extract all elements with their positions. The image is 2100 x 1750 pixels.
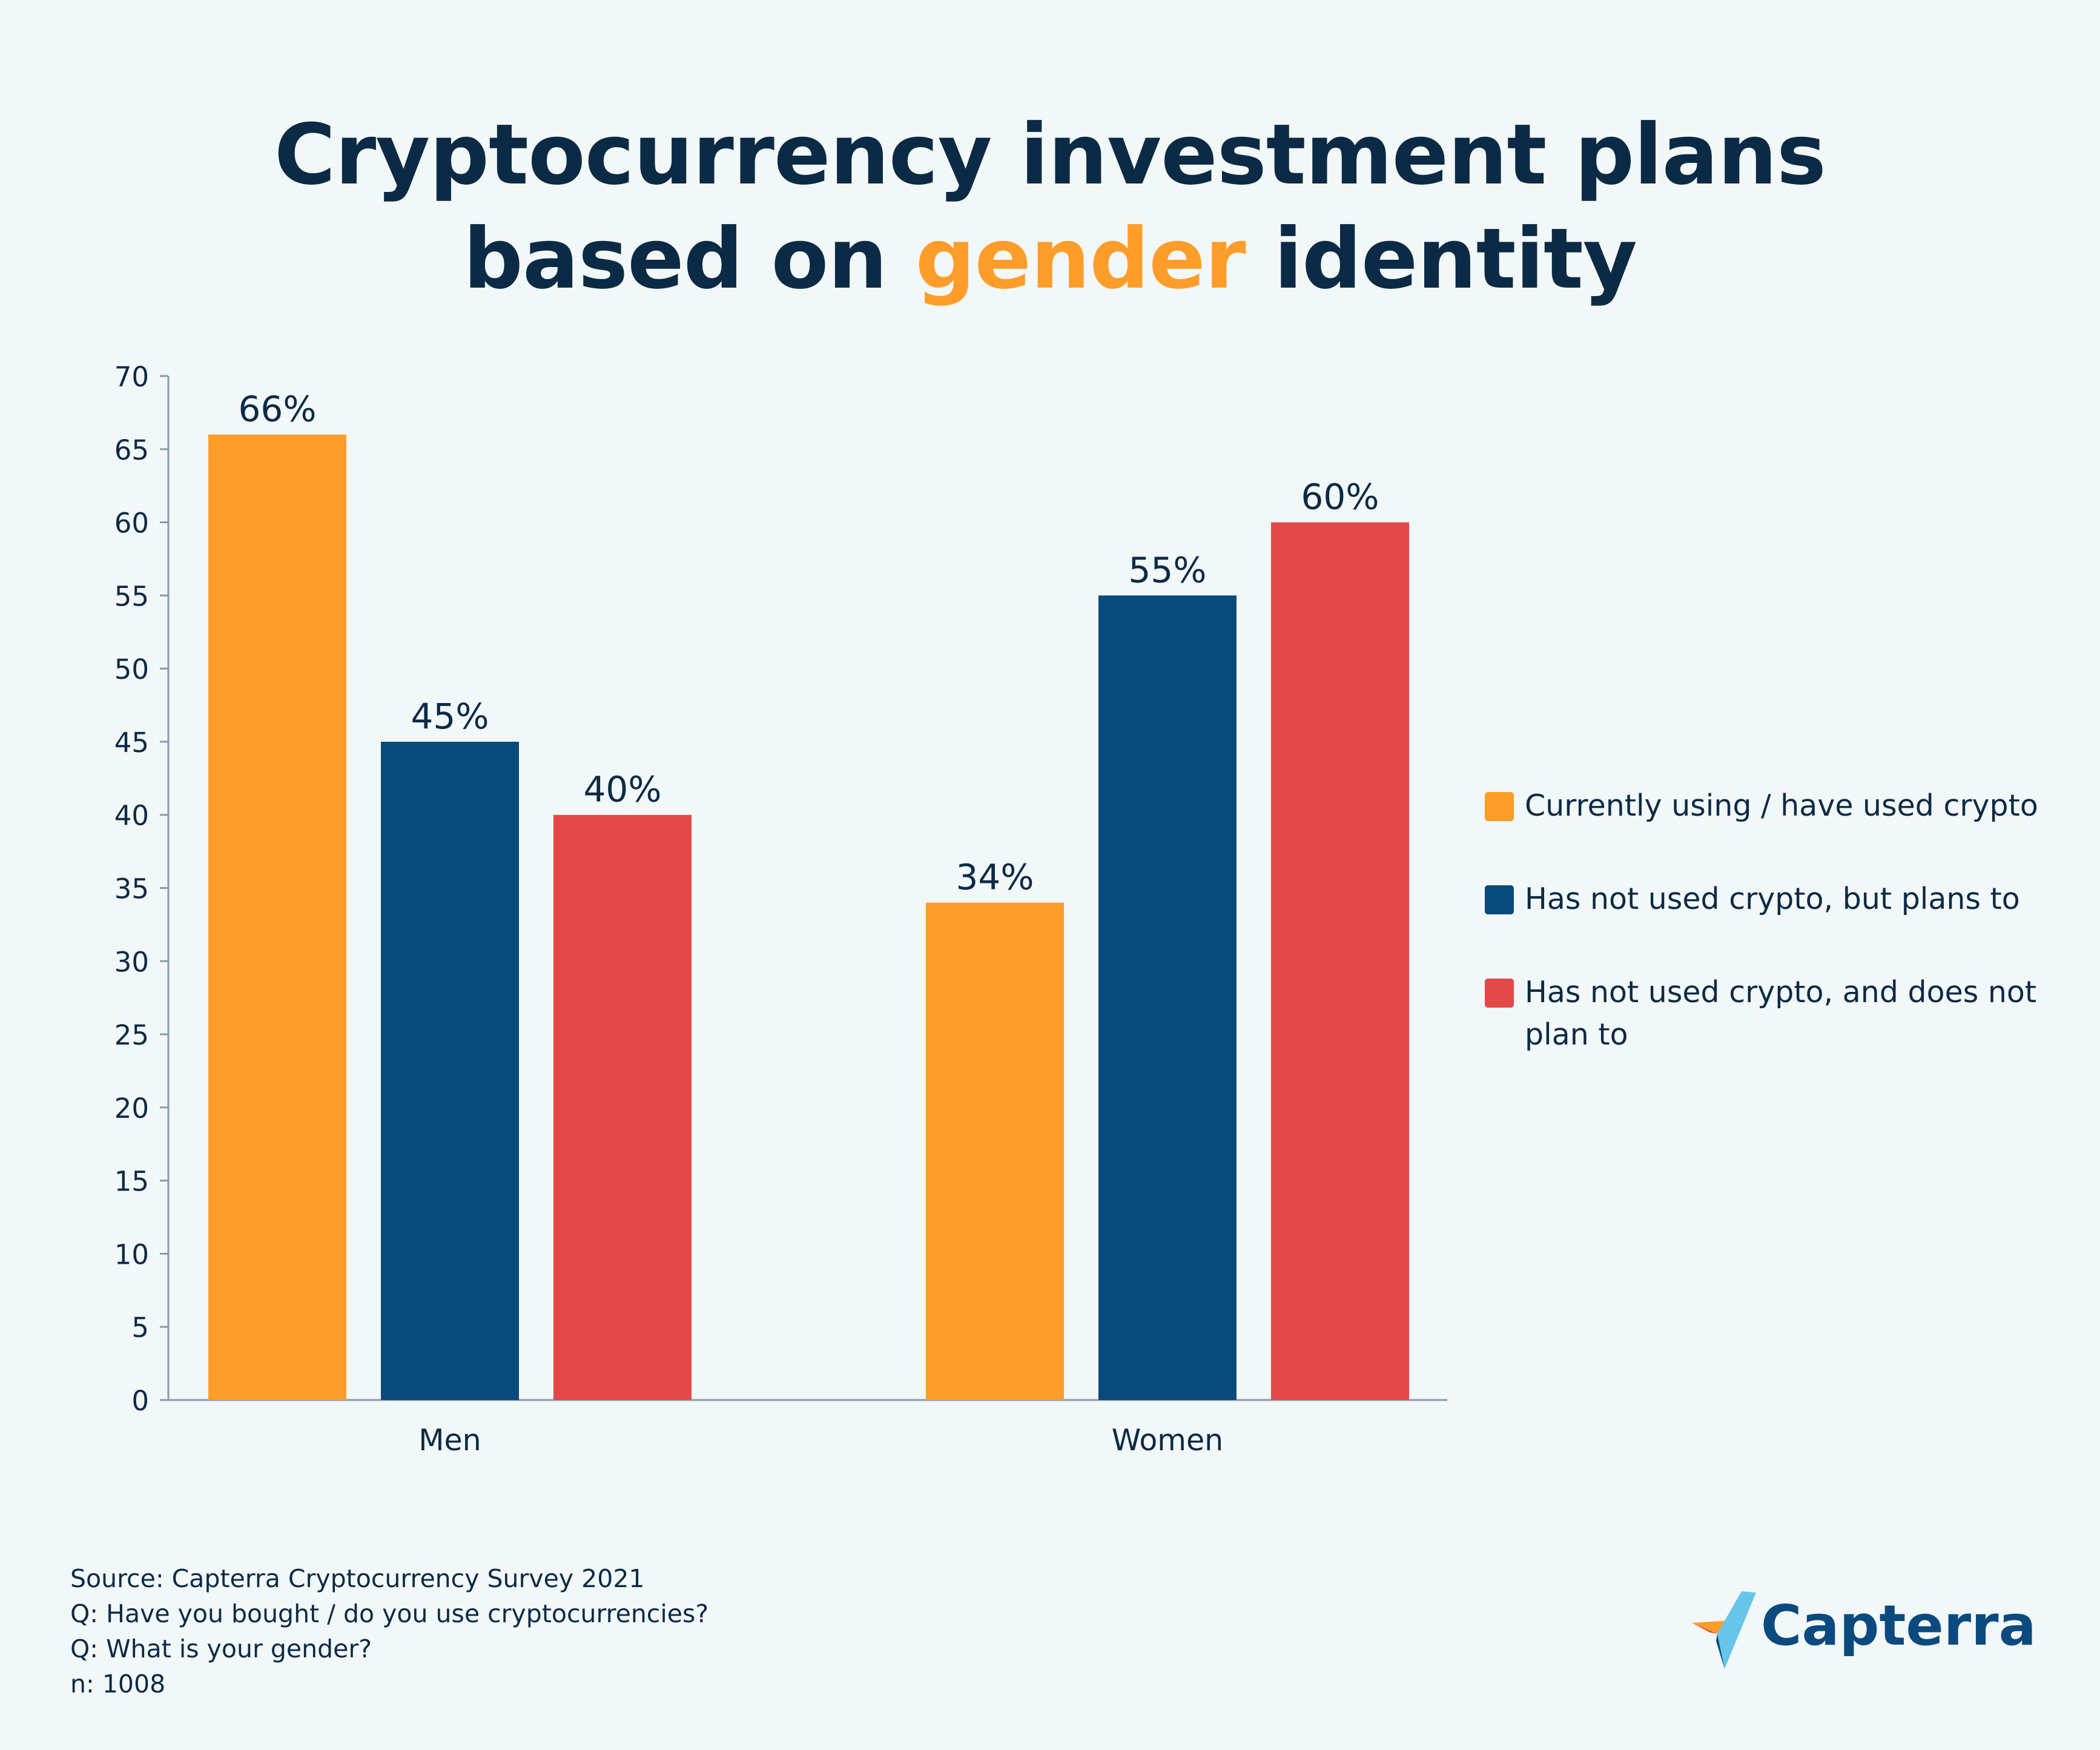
bar-men-series-2 — [381, 741, 519, 1400]
legend-item-plans-to: Has not used crypto, but plans to — [1485, 878, 2054, 920]
source-line: Source: Capterra Cryptocurrency Survey 2… — [70, 1564, 645, 1593]
legend-label-used: Currently using / have used crypto — [1525, 788, 2038, 823]
source-notes: Source: Capterra Cryptocurrency Survey 2… — [70, 1561, 708, 1702]
y-tick-label: 70 — [114, 361, 149, 393]
sample-size: n: 1008 — [70, 1669, 166, 1699]
y-tick-label: 5 — [131, 1312, 149, 1344]
data-label: 34% — [956, 857, 1034, 898]
y-tick-label: 10 — [114, 1238, 149, 1270]
question-line-1: Q: Have you bought / do you use cryptocu… — [70, 1599, 709, 1628]
data-label: 45% — [411, 696, 489, 737]
legend-item-used: Currently using / have used crypto — [1485, 785, 2054, 827]
y-tick-label: 35 — [114, 873, 149, 905]
chart-title: Cryptocurrency investment plans based on… — [0, 103, 2100, 311]
y-tick-label: 25 — [114, 1019, 149, 1051]
legend-swatch-no-plan — [1485, 979, 1514, 1008]
x-category-label: Women — [1112, 1423, 1224, 1458]
legend-swatch-used — [1485, 792, 1514, 821]
y-tick-label: 65 — [114, 434, 149, 466]
y-tick-label: 55 — [114, 580, 149, 612]
y-tick-label: 0 — [131, 1385, 149, 1417]
data-label: 55% — [1129, 549, 1207, 590]
data-label: 40% — [584, 769, 662, 810]
title-highlight: gender — [915, 210, 1246, 308]
bar-women-series-3 — [1271, 522, 1409, 1400]
legend-item-no-plan: Has not used crypto, and does not plan t… — [1485, 971, 2054, 1056]
data-label: 66% — [239, 389, 317, 430]
y-tick-label: 60 — [114, 507, 149, 540]
x-category-label: Men — [418, 1423, 481, 1458]
capterra-arrow-icon — [1692, 1591, 1756, 1669]
y-tick-label: 50 — [114, 653, 149, 685]
bar-women-series-1 — [926, 902, 1064, 1400]
data-label: 60% — [1301, 477, 1379, 518]
bar-women-series-2 — [1098, 595, 1237, 1400]
title-line-1: Cryptocurrency investment plans — [274, 106, 1826, 203]
legend-swatch-plans-to — [1485, 885, 1514, 914]
bar-men-series-3 — [553, 814, 692, 1400]
legend-label-plans-to: Has not used crypto, but plans to — [1525, 882, 2020, 916]
capterra-logo: Capterra — [1689, 1591, 2036, 1670]
legend-label-no-plan: Has not used crypto, and does not plan t… — [1525, 975, 2037, 1052]
title-line-2: based on gender identity — [0, 207, 2100, 311]
y-tick-label: 30 — [114, 946, 149, 978]
y-tick-label: 40 — [114, 800, 149, 832]
y-tick-label: 20 — [114, 1092, 149, 1124]
y-tick-label: 15 — [114, 1166, 149, 1198]
legend: Currently using / have used crypto Has n… — [1485, 785, 2054, 1107]
question-line-2: Q: What is your gender? — [70, 1634, 372, 1663]
title-line-2-after: identity — [1245, 210, 1637, 308]
y-tick-label: 45 — [114, 727, 149, 759]
bar-men-series-1 — [208, 434, 346, 1400]
logo-wordmark: Capterra — [1761, 1593, 2036, 1658]
title-line-2-before: based on — [463, 210, 916, 308]
